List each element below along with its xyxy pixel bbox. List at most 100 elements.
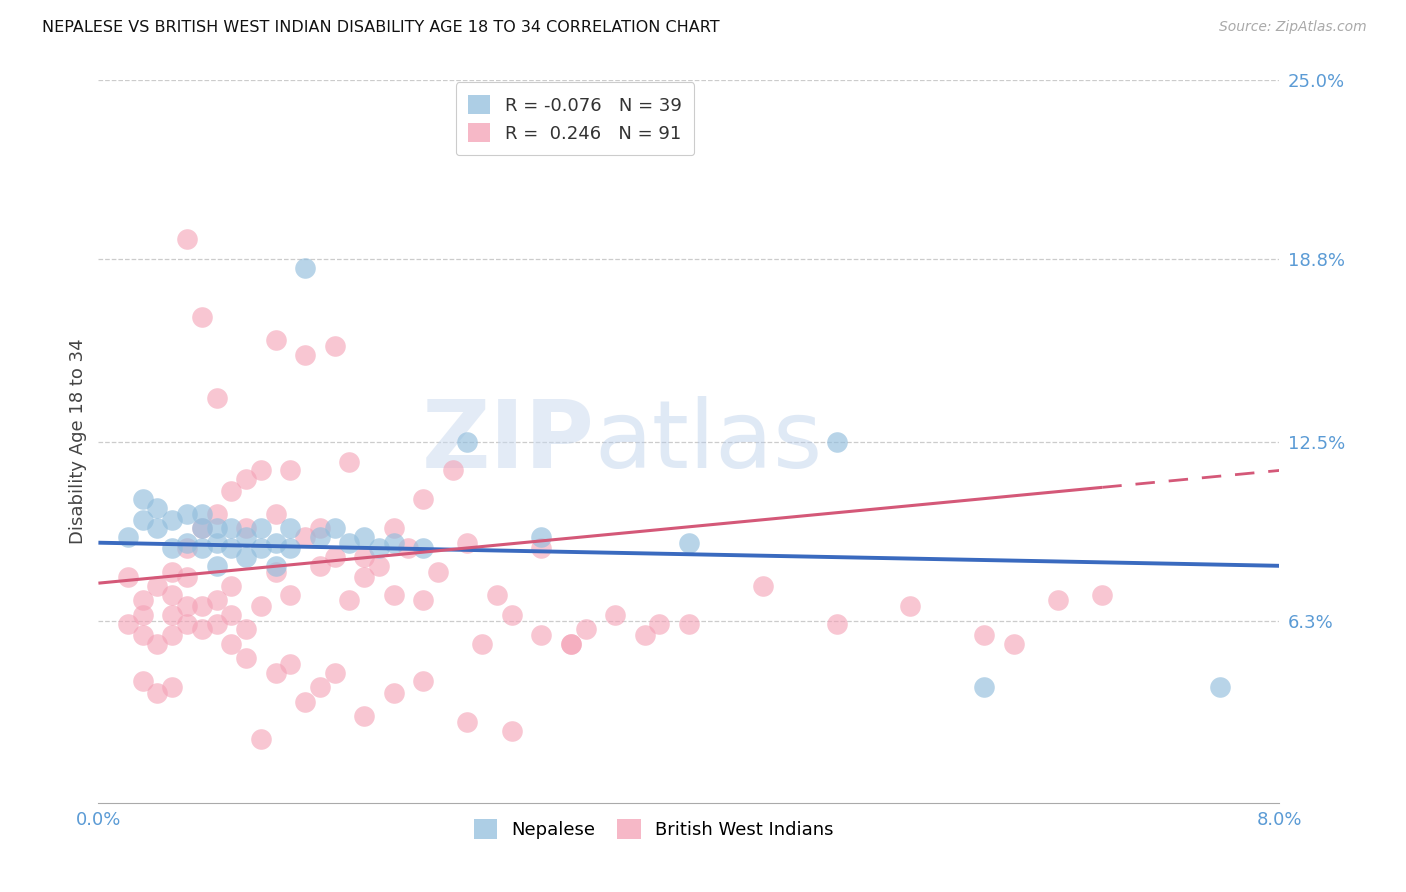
Point (294, 261, 316, 276)
Text: atlas: atlas (595, 395, 823, 488)
Point (205, 616, 228, 631)
Point (280, 588, 302, 602)
Point (441, 463, 464, 477)
Point (146, 686, 169, 700)
Point (176, 599, 198, 614)
Point (280, 657, 302, 671)
Point (235, 521, 257, 535)
Point (132, 492, 155, 507)
Point (132, 674, 155, 689)
Point (191, 623, 214, 637)
Point (235, 550, 257, 565)
Point (162, 541, 183, 556)
Point (235, 530, 257, 544)
Point (900, 599, 922, 614)
Point (117, 570, 139, 584)
Point (1209, 680, 1232, 694)
Point (501, 723, 523, 738)
Point (162, 588, 183, 602)
Point (176, 570, 198, 584)
Point (191, 521, 214, 535)
Point (309, 530, 332, 544)
Point (146, 637, 169, 651)
Point (382, 686, 405, 700)
Point (176, 541, 198, 556)
Point (648, 616, 671, 631)
Point (412, 593, 434, 607)
Point (560, 637, 582, 651)
Point (264, 507, 287, 521)
Point (1091, 588, 1114, 602)
Point (221, 637, 243, 651)
Point (457, 535, 479, 549)
Point (1002, 637, 1025, 651)
Point (132, 607, 155, 622)
Point (973, 628, 995, 642)
Point (176, 232, 198, 246)
Point (117, 616, 139, 631)
Point (323, 521, 346, 535)
Point (205, 521, 228, 535)
Point (412, 541, 434, 556)
Point (678, 535, 700, 549)
Point (752, 579, 775, 593)
Point (221, 521, 243, 535)
Point (1046, 593, 1070, 607)
Point (412, 492, 434, 507)
Point (973, 680, 995, 694)
Point (309, 521, 332, 535)
Point (191, 310, 214, 325)
Point (250, 732, 273, 747)
Point (250, 541, 273, 556)
Point (176, 535, 198, 549)
Point (264, 665, 287, 680)
Point (634, 628, 657, 642)
Legend: Nepalese, British West Indians: Nepalese, British West Indians (464, 810, 842, 848)
Point (264, 535, 287, 549)
Point (825, 434, 848, 449)
Point (280, 521, 302, 535)
Point (471, 637, 494, 651)
Point (825, 616, 848, 631)
Point (323, 665, 346, 680)
Point (221, 483, 243, 498)
Point (264, 334, 287, 348)
Point (250, 463, 273, 477)
Point (132, 628, 155, 642)
Point (264, 565, 287, 579)
Point (457, 714, 479, 729)
Point (132, 593, 155, 607)
Point (235, 623, 257, 637)
Point (162, 628, 183, 642)
Point (382, 535, 405, 549)
Point (382, 588, 405, 602)
Point (191, 599, 214, 614)
Text: Source: ZipAtlas.com: Source: ZipAtlas.com (1219, 20, 1367, 34)
Point (353, 550, 375, 565)
Point (530, 530, 553, 544)
Point (221, 607, 243, 622)
Point (264, 558, 287, 573)
Point (250, 599, 273, 614)
Point (501, 607, 523, 622)
Point (205, 391, 228, 405)
Point (191, 541, 214, 556)
Point (323, 550, 346, 565)
Point (294, 530, 316, 544)
Point (323, 339, 346, 353)
Point (162, 565, 183, 579)
Point (309, 558, 332, 573)
Point (368, 558, 391, 573)
Point (382, 521, 405, 535)
Point (205, 593, 228, 607)
Point (205, 535, 228, 549)
Point (191, 521, 214, 535)
Point (339, 593, 361, 607)
Point (132, 512, 155, 526)
Point (205, 558, 228, 573)
Point (162, 607, 183, 622)
Y-axis label: Disability Age 18 to 34: Disability Age 18 to 34 (69, 339, 87, 544)
Point (294, 695, 316, 709)
Point (457, 434, 479, 449)
Point (221, 541, 243, 556)
